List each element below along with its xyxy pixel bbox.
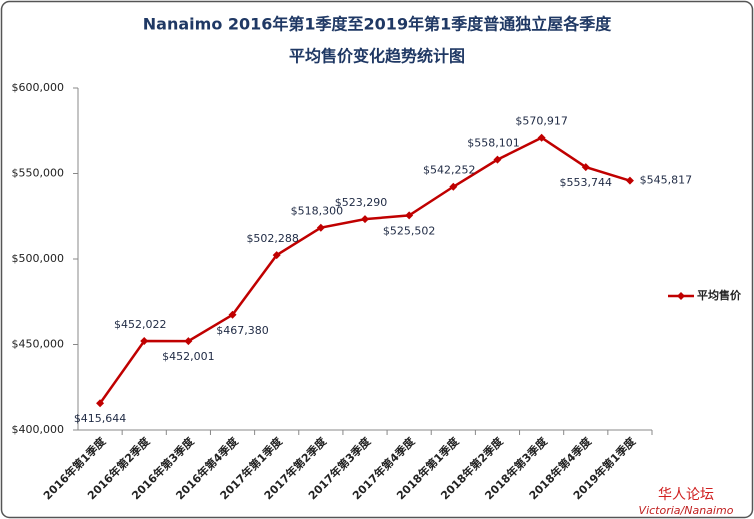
data-label: $558,101 bbox=[467, 137, 520, 150]
y-tick-label: $500,000 bbox=[12, 252, 65, 265]
data-point bbox=[581, 163, 590, 172]
data-label: $553,744 bbox=[560, 176, 613, 189]
data-label: $452,022 bbox=[114, 318, 167, 331]
y-tick-label: $450,000 bbox=[12, 338, 65, 351]
data-label: $452,001 bbox=[162, 350, 215, 363]
data-point bbox=[625, 176, 634, 185]
y-tick-label: $400,000 bbox=[12, 423, 65, 436]
chart-subtitle: 平均售价变化趋势统计图 bbox=[289, 47, 465, 66]
chart-title: Nanaimo 2016年第1季度至2019年第1季度普通独立屋各季度 bbox=[143, 15, 612, 34]
legend-marker bbox=[677, 292, 685, 300]
data-label: $415,644 bbox=[74, 412, 127, 425]
watermark-site: Victoria/Nanaimo bbox=[639, 504, 734, 517]
data-point bbox=[493, 155, 502, 164]
y-tick-label: $550,000 bbox=[12, 167, 65, 180]
data-point bbox=[184, 337, 193, 346]
data-label: $542,252 bbox=[423, 164, 476, 177]
data-point bbox=[140, 337, 149, 346]
data-label: $570,917 bbox=[515, 115, 568, 128]
data-point bbox=[361, 215, 369, 224]
data-point bbox=[449, 182, 458, 191]
data-label: $525,502 bbox=[383, 224, 436, 237]
y-tick-label: $600,000 bbox=[12, 81, 65, 94]
data-point bbox=[316, 223, 325, 232]
data-point bbox=[272, 251, 281, 260]
data-label: $467,380 bbox=[216, 324, 269, 337]
watermark: 华人论坛 bbox=[658, 487, 714, 503]
data-point bbox=[228, 310, 237, 319]
data-point bbox=[405, 211, 414, 220]
data-label: $545,817 bbox=[640, 174, 693, 187]
data-point bbox=[96, 399, 105, 408]
data-label: $502,288 bbox=[246, 232, 299, 245]
data-point bbox=[537, 133, 546, 142]
data-label: $518,300 bbox=[291, 205, 344, 218]
data-label: $523,290 bbox=[335, 196, 388, 209]
legend-label: 平均售价 bbox=[697, 288, 742, 302]
